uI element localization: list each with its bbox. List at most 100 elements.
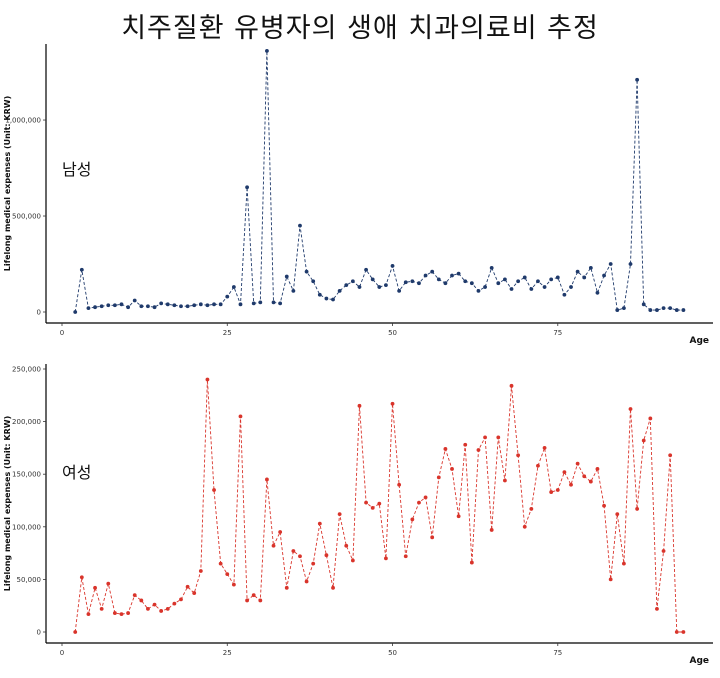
data-point — [456, 271, 461, 276]
data-point — [483, 285, 487, 289]
x-tick-label: 25 — [223, 329, 232, 337]
data-point — [595, 290, 600, 295]
data-point — [681, 630, 686, 634]
x-tick-label: 50 — [388, 649, 397, 657]
data-point — [595, 467, 600, 471]
data-point — [562, 292, 567, 297]
data-point — [304, 269, 309, 274]
data-point — [661, 549, 666, 553]
data-point — [575, 461, 580, 466]
data-point — [403, 280, 408, 285]
data-point — [165, 302, 170, 307]
data-point — [205, 377, 210, 382]
data-point — [648, 308, 653, 312]
data-point — [489, 265, 494, 270]
data-point — [231, 582, 236, 587]
data-point — [384, 556, 388, 561]
data-point — [582, 275, 587, 280]
data-point — [463, 279, 468, 284]
y-tick-label: 150,000 — [12, 471, 41, 479]
data-point — [212, 302, 216, 307]
data-point — [489, 528, 494, 532]
data-point — [284, 274, 289, 279]
data-point — [456, 514, 461, 519]
data-point — [198, 569, 203, 573]
data-point — [655, 606, 659, 611]
data-point — [503, 277, 507, 282]
data-point — [575, 269, 580, 274]
data-point — [476, 288, 481, 293]
data-point — [536, 463, 540, 468]
data-point — [112, 611, 117, 615]
x-axis-title: Age — [689, 656, 709, 666]
data-point — [172, 601, 177, 606]
data-point — [119, 302, 124, 307]
data-point — [86, 612, 91, 617]
data-point — [469, 560, 474, 565]
data-point — [436, 277, 441, 282]
data-point — [271, 300, 276, 305]
data-point — [529, 507, 534, 511]
data-point — [245, 185, 249, 190]
data-point — [324, 296, 329, 301]
x-tick-label: 75 — [553, 649, 562, 657]
data-point — [225, 294, 230, 299]
data-point — [522, 275, 527, 280]
data-point — [344, 543, 349, 548]
data-point — [549, 490, 554, 494]
data-point — [205, 303, 210, 308]
data-point — [152, 602, 157, 607]
data-point — [364, 500, 368, 505]
data-point — [668, 453, 673, 458]
data-point — [569, 482, 573, 487]
panel-label: 남성 — [62, 160, 91, 179]
data-point — [198, 302, 203, 307]
data-point — [317, 292, 322, 297]
data-point — [555, 488, 560, 492]
data-point — [661, 306, 666, 311]
data-point — [331, 585, 335, 590]
data-point — [258, 300, 263, 305]
data-point — [331, 297, 335, 302]
data-point — [635, 507, 640, 511]
data-point — [384, 283, 388, 288]
y-tick-label: 200,000 — [12, 418, 41, 426]
data-point — [450, 467, 454, 471]
data-point — [476, 448, 481, 452]
data-point — [608, 577, 613, 582]
data-point — [496, 435, 501, 440]
data-point — [311, 279, 316, 284]
data-point — [265, 49, 269, 53]
data-point — [324, 553, 329, 558]
data-point — [569, 285, 573, 289]
data-point — [536, 279, 540, 284]
data-point — [615, 308, 620, 312]
data-point — [172, 303, 177, 308]
data-point — [106, 303, 111, 308]
data-point — [146, 304, 150, 309]
data-point — [278, 301, 283, 306]
data-point — [417, 281, 421, 286]
data-point — [655, 308, 659, 312]
data-point — [357, 285, 362, 289]
data-point — [397, 288, 402, 293]
data-point — [126, 611, 131, 615]
data-point — [73, 630, 78, 634]
data-point — [357, 403, 362, 408]
data-point — [674, 630, 679, 634]
data-point — [635, 77, 640, 82]
data-point — [503, 478, 507, 483]
data-point — [370, 277, 375, 282]
data-point — [132, 593, 137, 598]
data-point — [152, 305, 157, 310]
data-point — [641, 302, 646, 307]
data-point — [79, 575, 84, 580]
data-point — [179, 597, 183, 602]
data-point — [403, 554, 408, 559]
data-point — [350, 558, 355, 563]
data-point — [602, 503, 606, 508]
data-point — [542, 285, 547, 289]
data-point — [450, 273, 454, 278]
data-point — [674, 308, 679, 312]
